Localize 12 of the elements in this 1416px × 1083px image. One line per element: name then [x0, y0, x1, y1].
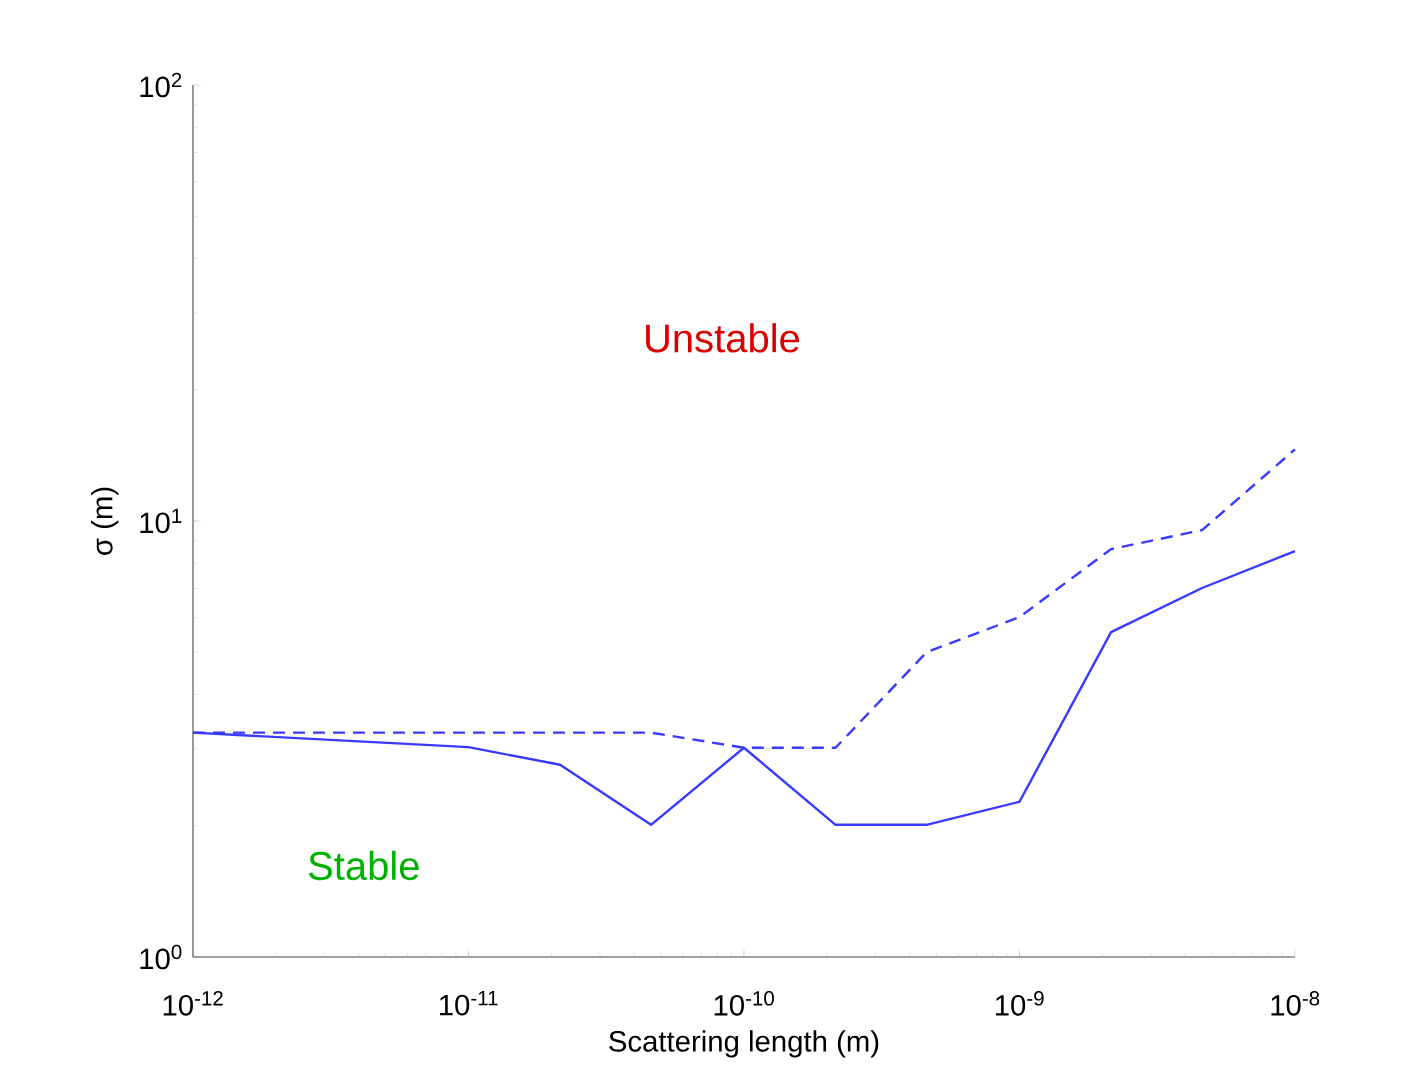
annotation: Stable — [308, 850, 419, 881]
y-tick-label: 10$^{1}$ — [140, 508, 182, 534]
x-tick-label: 10$^{-10}$ — [714, 991, 774, 1016]
x-tick-label: 10$^{-11}$ — [439, 991, 498, 1016]
x-tick-label: 10$^{-12}$ — [163, 991, 223, 1016]
x-tick-label: 10$^{-9}$ — [995, 991, 1044, 1016]
x-axis-title: Scattering length (m) — [609, 1030, 879, 1058]
y-tick-label: 10$^{0}$ — [140, 944, 182, 970]
y-axis-title: σ (m) — [91, 487, 119, 555]
y-tick-label: 10$^{2}$ — [140, 72, 182, 98]
x-tick-label: 10$^{-8}$ — [1271, 991, 1320, 1016]
annotation: Unstable — [646, 323, 800, 353]
